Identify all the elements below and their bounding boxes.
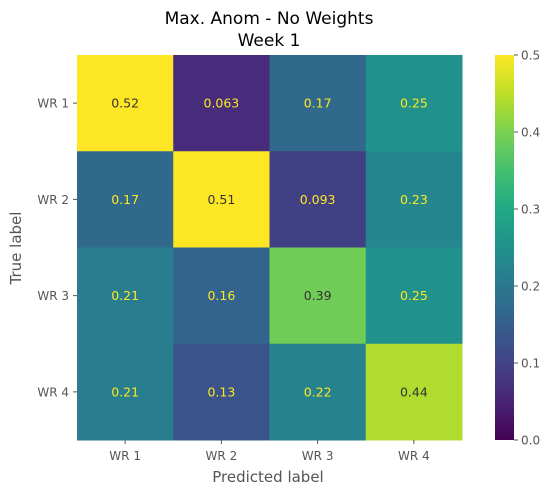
- colorbar-tick-label: 0.2: [521, 280, 540, 294]
- heatmap-cell: [365, 343, 463, 441]
- cell-value-label: 0.44: [400, 384, 428, 399]
- cell-value-label: 0.063: [203, 96, 239, 111]
- cell-value-label: 0.22: [304, 384, 332, 399]
- heatmap-cell: [269, 343, 367, 441]
- cell-value-label: 0.16: [207, 288, 235, 303]
- x-axis: WR 1 WR 2 WR 3 WR 4: [109, 440, 430, 463]
- heatmap-cell: [365, 247, 463, 345]
- x-axis-label: Predicted label: [212, 468, 323, 486]
- y-axis-label: True label: [7, 212, 25, 286]
- heatmap-cell: [269, 55, 367, 152]
- y-tick-label: WR 4: [37, 385, 69, 399]
- cell-value-label: 0.25: [400, 96, 428, 111]
- cell-value-label: 0.51: [207, 192, 235, 207]
- cell-value-label: 0.093: [300, 192, 336, 207]
- colorbar-tick-label: 0.4: [521, 126, 540, 140]
- cell-value-label: 0.23: [400, 192, 428, 207]
- heatmap-cell: [173, 343, 270, 441]
- x-tick-label: WR 1: [109, 449, 141, 463]
- y-tick-label: WR 1: [37, 97, 69, 111]
- x-tick-label: WR 2: [206, 449, 238, 463]
- cell-value-label: 0.21: [111, 288, 139, 303]
- colorbar-tick-label: 0.0: [521, 434, 540, 448]
- heatmap-cell: [77, 151, 174, 248]
- colorbar-tick-label: 0.3: [521, 203, 540, 217]
- chart-title: Max. Anom - No Weights: [164, 9, 374, 29]
- x-tick-label: WR 4: [398, 449, 430, 463]
- heatmap-cell: [365, 55, 463, 152]
- heatmap-cell: [365, 151, 463, 248]
- cell-value-label: 0.21: [111, 384, 139, 399]
- heatmap-cell: [269, 151, 367, 248]
- heatmap-cells: [77, 55, 463, 441]
- heatmap-cell: [173, 247, 270, 345]
- colorbar-tick-label: 0.5: [521, 49, 540, 63]
- y-axis: WR 1 WR 2 WR 3 WR 4: [37, 97, 77, 399]
- cell-value-label: 0.39: [304, 288, 332, 303]
- heatmap-cell: [173, 151, 270, 248]
- cell-value-label: 0.17: [111, 192, 139, 207]
- colorbar-gradient: [495, 55, 514, 440]
- heatmap-cell: [77, 247, 174, 345]
- colorbar: 0.0 0.1 0.2 0.3 0.4 0.5: [495, 49, 540, 448]
- chart-subtitle: Week 1: [237, 31, 301, 51]
- cell-value-label: 0.25: [400, 288, 428, 303]
- heatmap-cell: [77, 55, 174, 152]
- cell-value-label: 0.52: [111, 96, 139, 111]
- y-tick-label: WR 2: [37, 193, 69, 207]
- heatmap-cell: [173, 55, 270, 152]
- cell-value-label: 0.17: [304, 96, 332, 111]
- cell-value-label: 0.13: [207, 384, 235, 399]
- x-tick-label: WR 3: [302, 449, 334, 463]
- colorbar-tick-label: 0.1: [521, 357, 540, 371]
- heatmap-cell: [269, 247, 367, 345]
- heatmap-value-labels: 0.52 0.063 0.17 0.25 0.17 0.51 0.093 0.23 0.21 0.…: [111, 96, 428, 400]
- y-tick-label: WR 3: [37, 289, 69, 303]
- heatmap-cell: [77, 343, 174, 441]
